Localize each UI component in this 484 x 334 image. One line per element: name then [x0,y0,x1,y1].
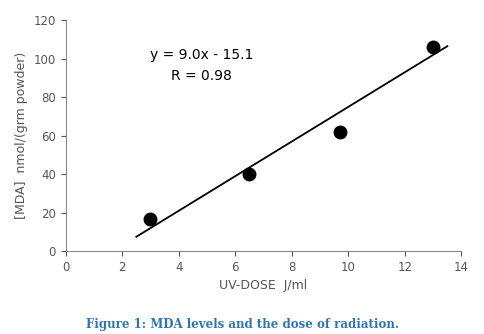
Text: y = 9.0x - 15.1: y = 9.0x - 15.1 [150,48,253,62]
Point [429,44,437,50]
Point [147,216,154,222]
Text: R = 0.98: R = 0.98 [171,69,232,83]
Point [336,129,344,134]
Y-axis label: [MDA]  nmol/(grm powder): [MDA] nmol/(grm powder) [15,52,28,219]
X-axis label: UV-DOSE  J/ml: UV-DOSE J/ml [219,279,308,292]
Point [245,171,253,177]
Text: Figure 1: MDA levels and the dose of radiation.: Figure 1: MDA levels and the dose of rad… [86,318,398,331]
